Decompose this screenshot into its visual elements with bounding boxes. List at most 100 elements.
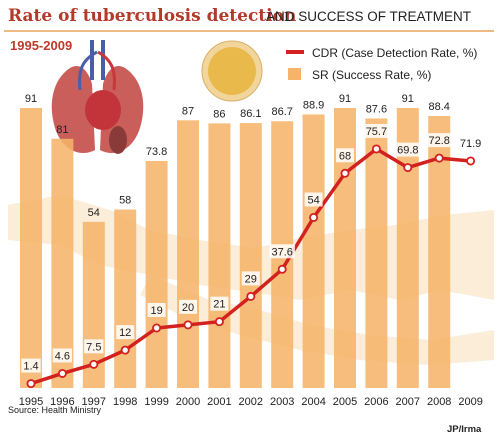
sr-bar-2007: [396, 108, 419, 388]
cdr-point-2002: [246, 291, 256, 301]
x-tick-2009: 2009: [458, 396, 482, 408]
cdr-line-series: 1.4 4.6 7.5 12 19 20 21 29 37.6 54 68 75.7 69.8 72.8 7…: [21, 123, 484, 389]
cdr-value-label-2001: 21: [213, 299, 225, 311]
x-tick-2001: 2001: [207, 396, 231, 408]
cdr-value-label-2003: 37.6: [271, 246, 292, 258]
sr-bar-2004: [302, 114, 325, 388]
cdr-value-label-2000: 20: [182, 302, 194, 314]
cdr-point-2003: [277, 264, 287, 274]
sr-value-label-2003: 86.7: [271, 106, 292, 118]
cdr-label-bg-1996: [52, 348, 73, 363]
legend-cdr-label: CDR (Case Detection Rate, %): [312, 46, 477, 60]
sr-value-label-2000: 87: [182, 105, 194, 117]
x-tick-2008: 2008: [427, 396, 451, 408]
x-tick-1996: 1996: [50, 396, 74, 408]
cdr-point-2008: [434, 153, 444, 163]
sr-bar-2001: [208, 123, 231, 388]
x-tick-2000: 2000: [176, 396, 200, 408]
sr-bar-1995: [20, 108, 42, 388]
cdr-value-label-1997: 7.5: [86, 341, 101, 353]
x-tick-2004: 2004: [301, 396, 325, 408]
cdr-point-1997: [89, 359, 99, 369]
sr-value-label-1998: 58: [119, 195, 131, 207]
sr-value-label-2002: 86.1: [240, 108, 261, 120]
sr-value-label-2008: 88.4: [428, 101, 449, 113]
cdr-label-bg-1995: [21, 358, 41, 373]
sr-value-label-1997: 54: [88, 207, 100, 219]
cdr-point-1996: [57, 368, 67, 378]
sr-value-label-2007: 91: [402, 93, 414, 105]
cdr-label-bg-2000: [179, 299, 197, 314]
x-tick-1995: 1995: [19, 396, 43, 408]
cdr-value-label-2007: 69.8: [397, 145, 418, 157]
cdr-point-2009: [466, 156, 476, 166]
cdr-label-bg-1997: [84, 339, 104, 354]
cdr-point-2001: [214, 317, 224, 327]
cdr-label-bg-2003: [269, 244, 295, 259]
cdr-point-2000: [183, 320, 193, 330]
cdr-label-bg-2009: [457, 135, 484, 150]
x-tick-1998: 1998: [113, 396, 137, 408]
sr-bar-1998: [114, 209, 137, 388]
sr-bar-2008: [428, 116, 451, 388]
legend: CDR (Case Detection Rate, %) SR (Success…: [270, 37, 494, 91]
sr-bar-2002: [239, 123, 262, 389]
bacteria-illustration: [201, 40, 263, 102]
cdr-label-bg-1998: [116, 325, 135, 340]
chart-subtitle: AND SUCCESS OF TREATMENT: [266, 9, 471, 24]
sr-value-label-2006: 87.6: [366, 103, 387, 115]
sr-value-label-2001: 86: [213, 108, 225, 120]
cdr-value-label-2008: 72.8: [428, 135, 449, 147]
x-tick-1999: 1999: [144, 396, 168, 408]
cdr-label-bg-2001: [210, 296, 229, 311]
lungs-illustration: [51, 40, 144, 154]
legend-sr-label: SR (Success Rate, %): [312, 68, 431, 82]
year-range-label: 1995-2009: [10, 38, 72, 53]
sr-value-label-2005: 91: [339, 93, 351, 105]
x-tick-2006: 2006: [364, 396, 388, 408]
cdr-label-bg-2007: [395, 142, 421, 157]
cdr-label-bg-2006: [363, 123, 390, 138]
cdr-value-label-2009: 71.9: [460, 138, 481, 150]
sr-bar-labels: 91 81 54 58 73.8 87 86 86.1 86.7 88.9 91 87.6 91 88.4: [25, 93, 450, 219]
sr-value-label-2004: 88.9: [303, 99, 324, 111]
cdr-value-label-2006: 75.7: [366, 126, 387, 138]
cdr-label-bg-2008: [426, 133, 452, 148]
sr-bar-2006: [365, 118, 388, 388]
legend-sr-swatch: [288, 68, 301, 80]
cdr-value-label-1996: 4.6: [55, 350, 70, 362]
cdr-label-bg-1999: [147, 303, 166, 317]
x-tick-2005: 2005: [333, 396, 357, 408]
x-axis-ticks: 1995 1996 1997 1998 1999 2000 2001 2002 2003 2004…: [19, 396, 483, 408]
chart-title: Rate of tuberculosis detection: [8, 6, 296, 26]
sr-bar-2000: [177, 120, 199, 389]
cdr-value-label-2004: 54: [307, 194, 319, 206]
cdr-value-label-2005: 68: [339, 150, 351, 162]
source-note: Source: Health Ministry: [8, 405, 102, 415]
cdr-value-label-1998: 12: [119, 327, 131, 339]
cdr-label-bg-2002: [241, 271, 260, 286]
cdr-point-1995: [26, 379, 36, 389]
credit-note: JP/Irma: [447, 424, 482, 435]
cdr-point-2006: [371, 144, 381, 154]
cdr-point-1999: [152, 323, 162, 333]
cdr-label-bg-2004: [304, 192, 323, 207]
x-tick-2002: 2002: [239, 396, 263, 408]
sr-value-label-1995: 91: [25, 93, 37, 105]
cdr-point-2004: [309, 212, 319, 222]
cdr-value-label-1999: 19: [150, 305, 162, 317]
sr-bar-1999: [145, 160, 168, 388]
cdr-point-2007: [403, 163, 413, 173]
sr-value-label-1999: 73.8: [146, 146, 167, 158]
cdr-point-2005: [340, 168, 350, 178]
sr-value-label-1996: 81: [56, 124, 68, 136]
cdr-value-label-2002: 29: [245, 273, 257, 285]
cdr-point-1998: [120, 345, 130, 355]
sr-bar-1996: [51, 138, 74, 388]
cdr-value-label-1995: 1.4: [23, 361, 38, 373]
cdr-label-bg-2005: [336, 148, 354, 163]
x-tick-2003: 2003: [270, 396, 294, 408]
x-tick-1997: 1997: [82, 396, 106, 408]
